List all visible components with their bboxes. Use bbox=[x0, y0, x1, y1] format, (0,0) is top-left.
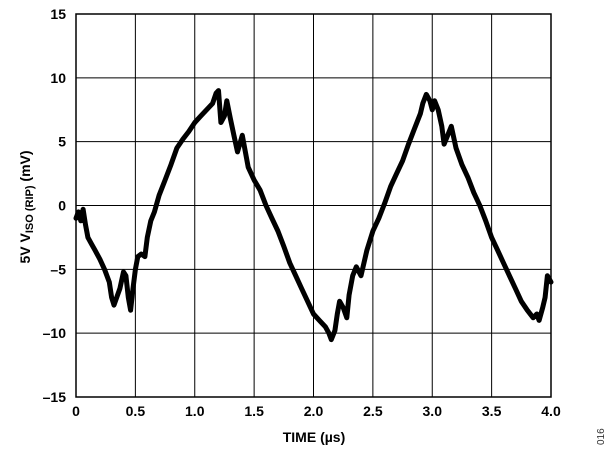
y-tick-label: 5 bbox=[58, 134, 66, 150]
y-axis-title-subscript: ISO (RIP) bbox=[24, 185, 36, 233]
x-axis-title: TIME (µs) bbox=[283, 429, 346, 445]
x-tick-label: 3.0 bbox=[423, 403, 443, 419]
y-tick-label: –5 bbox=[50, 261, 66, 277]
series-layer bbox=[73, 88, 554, 343]
y-tick-label: 10 bbox=[50, 70, 66, 86]
y-tick-label: –15 bbox=[43, 389, 67, 405]
figure-id: 016 bbox=[596, 428, 607, 445]
y-axis-title: 5V VISO (RIP) (mV) bbox=[17, 150, 36, 263]
x-tick-label: 4.0 bbox=[541, 403, 561, 419]
y-axis-title-main: 5V V bbox=[17, 233, 33, 264]
x-tick-labels: 0 0.5 1.0 1.5 2.0 2.5 3.0 3.5 4.0 bbox=[72, 403, 561, 419]
y-tick-labels: 15 10 5 0 –5 –10 –15 bbox=[43, 6, 67, 405]
y-axis-title-unit: (mV) bbox=[17, 150, 33, 185]
x-tick-label: 2.5 bbox=[363, 403, 383, 419]
x-tick-label: 0.5 bbox=[126, 403, 146, 419]
x-tick-label: 1.5 bbox=[244, 403, 264, 419]
y-tick-label: 0 bbox=[58, 198, 66, 214]
ripple-trace-0 bbox=[73, 88, 554, 343]
grid-lines bbox=[75, 13, 552, 398]
plot-frame bbox=[75, 13, 552, 398]
x-tick-label: 0 bbox=[72, 403, 80, 419]
x-tick-label: 1.0 bbox=[185, 403, 205, 419]
y-tick-label: –10 bbox=[43, 325, 67, 341]
x-tick-label: 2.0 bbox=[304, 403, 324, 419]
y-tick-label: 15 bbox=[50, 6, 66, 22]
x-tick-label: 3.5 bbox=[482, 403, 502, 419]
